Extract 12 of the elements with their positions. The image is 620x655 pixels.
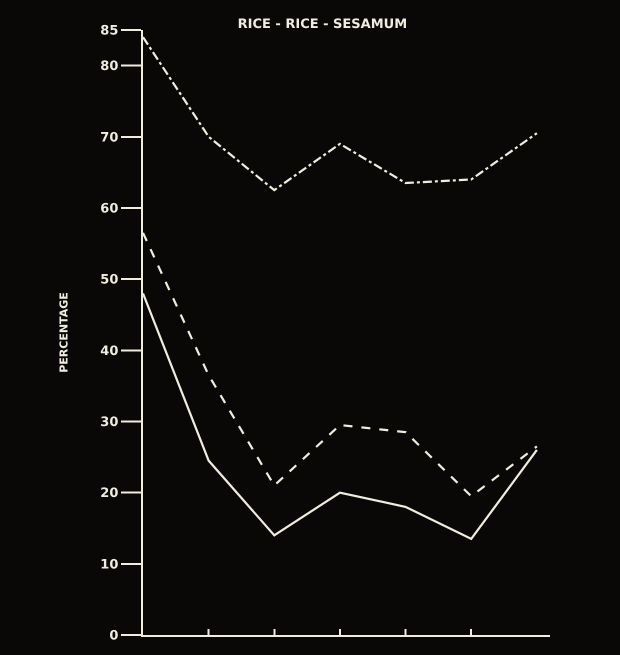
chart-title: RICE - RICE - SESAMUM	[238, 16, 408, 32]
y-tick-label: 85	[100, 24, 118, 39]
y-tick-label: 20	[100, 486, 118, 502]
y-tick-label: 10	[100, 557, 118, 572]
y-tick-label: 0	[109, 628, 118, 644]
y-axis-title: PERCENTAGE	[57, 292, 70, 373]
y-tick-label: 80	[100, 59, 118, 74]
y-tick-label: 30	[100, 415, 118, 430]
y-tick-label: 40	[100, 344, 118, 359]
y-tick-label: 70	[100, 130, 118, 146]
y-tick-label: 50	[100, 272, 118, 288]
y-tick-label: 60	[100, 201, 118, 216]
